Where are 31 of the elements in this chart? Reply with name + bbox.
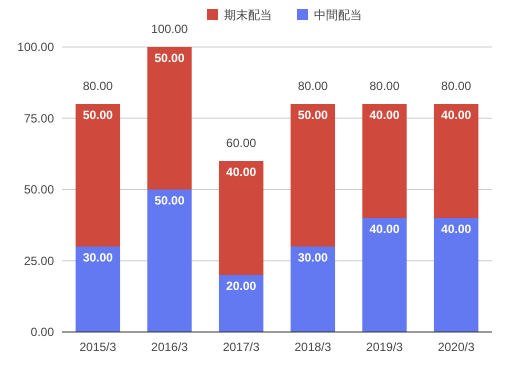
total-label: 80.00: [441, 79, 472, 93]
x-tick-label: 2019/3: [366, 340, 404, 354]
data-label: 40.00: [441, 108, 472, 122]
x-tick-label: 2017/3: [222, 340, 260, 354]
total-label: 80.00: [82, 79, 114, 93]
data-label: 20.00: [226, 279, 257, 293]
data-label: 50.00: [82, 108, 114, 122]
y-tick-label: 100.00: [17, 40, 54, 54]
x-tick-label: 2018/3: [294, 340, 332, 354]
data-label: 30.00: [298, 250, 328, 264]
y-tick-label: 0.00: [30, 325, 54, 339]
data-label: 40.00: [226, 165, 257, 179]
data-label: 30.00: [82, 250, 114, 264]
legend-label: 期末配当: [224, 8, 272, 22]
data-label: 40.00: [369, 222, 400, 236]
total-label: 60.00: [226, 136, 257, 150]
x-tick-label: 2016/3: [151, 340, 188, 354]
data-label: 50.00: [154, 51, 185, 65]
data-label: 40.00: [441, 222, 472, 236]
data-label: 50.00: [298, 108, 328, 122]
y-tick-label: 75.00: [24, 111, 54, 126]
y-tick-label: 50.00: [24, 182, 54, 196]
data-label: 50.00: [154, 194, 185, 208]
legend-label: 中間配当: [314, 8, 362, 22]
total-label: 80.00: [298, 79, 328, 93]
total-label: 80.00: [369, 79, 400, 93]
total-label: 100.00: [151, 22, 188, 36]
data-label: 40.00: [369, 108, 400, 122]
x-tick-label: 2020/3: [438, 340, 475, 354]
y-tick-label: 25.00: [24, 254, 54, 268]
x-tick-label: 2015/3: [79, 340, 117, 354]
